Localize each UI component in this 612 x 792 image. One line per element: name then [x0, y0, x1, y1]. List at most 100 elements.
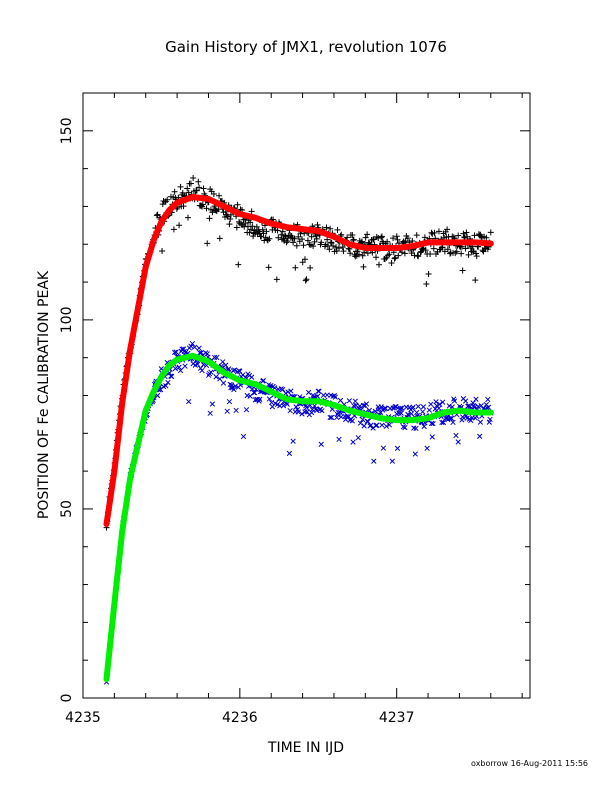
data-point — [421, 234, 428, 241]
data-point — [330, 242, 337, 249]
data-point — [195, 178, 202, 185]
data-point — [447, 415, 453, 422]
data-point — [384, 252, 391, 259]
data-point — [360, 402, 367, 409]
data-point — [328, 239, 335, 246]
data-point — [292, 264, 299, 271]
data-point — [248, 374, 255, 380]
data-point — [246, 229, 253, 236]
data-point — [179, 189, 186, 196]
data-point — [364, 250, 371, 257]
data-point — [360, 263, 367, 270]
data-point — [431, 229, 438, 236]
data-marks — [103, 174, 494, 685]
data-point — [386, 422, 393, 428]
data-point — [378, 404, 384, 410]
x-tick-label: 4236 — [222, 710, 258, 726]
data-point — [324, 242, 331, 249]
data-point — [259, 226, 266, 233]
data-point — [226, 221, 233, 228]
data-point — [359, 252, 366, 259]
data-point — [483, 234, 490, 241]
y-axis-label: POSITION OF Fe CALIBRATION PEAK — [36, 270, 52, 519]
data-point — [335, 409, 341, 416]
data-point — [339, 244, 346, 251]
data-point — [472, 277, 479, 284]
data-point — [422, 247, 429, 254]
data-point — [299, 259, 306, 266]
data-point — [420, 409, 426, 415]
data-point — [318, 239, 325, 246]
x-axis-label: TIME IN IJD — [267, 740, 344, 756]
data-point — [399, 405, 405, 411]
data-point — [326, 246, 333, 253]
data-point — [424, 445, 430, 451]
data-point — [247, 219, 254, 226]
data-point — [257, 396, 263, 402]
data-point — [274, 227, 281, 234]
data-point — [235, 261, 242, 268]
data-point — [414, 252, 421, 259]
data-point — [184, 185, 191, 192]
data-point — [453, 248, 460, 255]
data-point — [430, 420, 436, 427]
data-point — [426, 407, 432, 413]
data-point — [295, 409, 301, 415]
data-point — [458, 250, 465, 257]
data-point — [447, 250, 454, 257]
data-point — [213, 374, 219, 380]
data-point — [189, 340, 196, 347]
data-point — [226, 366, 232, 372]
data-point — [314, 393, 321, 399]
data-point — [233, 407, 239, 414]
data-point — [334, 414, 340, 421]
data-point — [165, 379, 171, 386]
data-point — [207, 410, 213, 416]
data-point — [471, 232, 478, 239]
data-point — [196, 184, 203, 191]
data-point — [216, 235, 223, 242]
data-point — [319, 408, 325, 414]
data-point — [295, 233, 302, 240]
data-point — [450, 234, 457, 241]
data-point — [194, 361, 201, 367]
data-point — [227, 216, 234, 223]
data-point — [177, 183, 184, 190]
data-point — [388, 259, 395, 266]
data-point — [355, 435, 361, 441]
data-point — [173, 349, 179, 355]
data-point — [418, 248, 425, 255]
data-point — [204, 240, 211, 247]
data-point — [172, 365, 179, 372]
data-point — [324, 236, 331, 243]
data-point — [275, 234, 282, 241]
data-point — [413, 232, 420, 239]
data-point — [220, 380, 227, 386]
data-point — [437, 401, 443, 407]
data-point — [389, 458, 395, 464]
data-point — [415, 253, 422, 260]
data-point — [386, 251, 393, 258]
data-point — [310, 243, 317, 250]
data-point — [285, 389, 291, 395]
data-point — [380, 445, 387, 451]
data-point — [448, 415, 455, 422]
data-point — [230, 367, 236, 374]
data-point — [208, 369, 214, 375]
data-point — [250, 233, 257, 240]
data-point — [266, 396, 273, 402]
data-point — [477, 419, 484, 425]
data-point — [305, 389, 312, 396]
data-point — [268, 399, 275, 406]
data-point — [290, 239, 297, 246]
data-point — [485, 404, 492, 411]
data-point — [284, 401, 290, 407]
data-point — [154, 392, 161, 399]
data-point — [478, 402, 484, 409]
data-point — [199, 201, 206, 208]
data-point — [265, 264, 272, 271]
data-point — [352, 398, 358, 404]
data-point — [374, 422, 380, 428]
data-point — [184, 214, 191, 221]
data-point — [209, 401, 216, 407]
